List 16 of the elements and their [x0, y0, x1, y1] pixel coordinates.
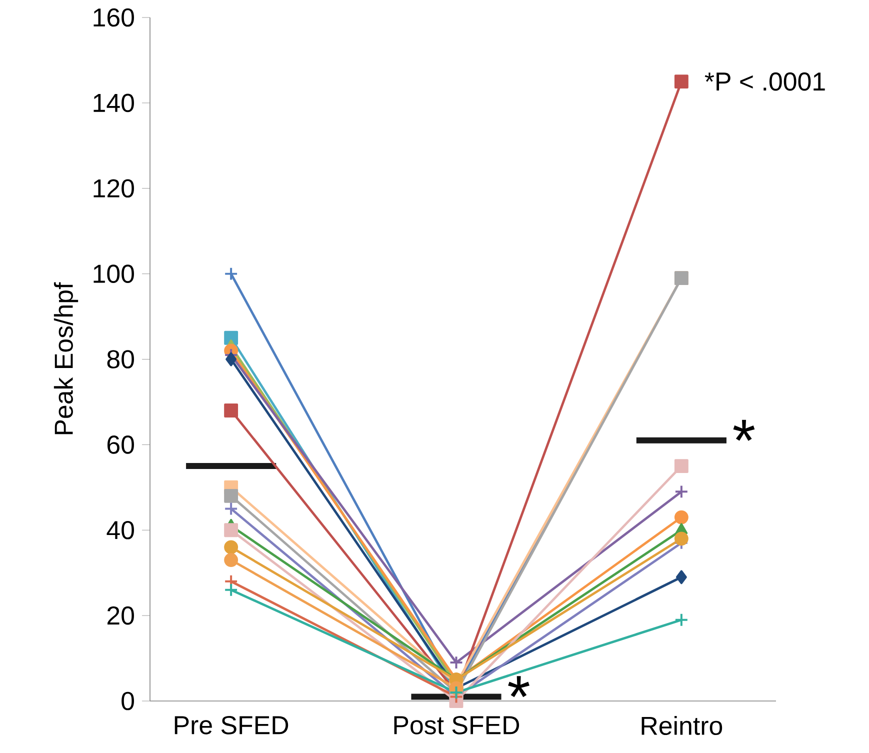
y-tick-label: 20: [107, 606, 134, 625]
y-axis-title: Peak Eos/hpf: [54, 282, 78, 434]
y-tick-label: 140: [94, 94, 134, 112]
annotation: *: [733, 420, 755, 441]
y-tick-label: 100: [94, 264, 134, 283]
y-tick-label: 160: [94, 8, 134, 27]
y-tick-label: 0: [122, 692, 134, 710]
y-tick-label: 40: [106, 520, 134, 540]
y-tick-label: 80: [107, 350, 134, 368]
x-tick-label: Reintro: [642, 716, 722, 736]
y-tick-label: 120: [94, 179, 134, 198]
y-tick-label: 60: [107, 436, 134, 454]
x-tick-label: Post SFED: [394, 716, 520, 734]
x-tick-label: Pre SFED: [174, 716, 288, 734]
annotation: *P < .0001: [704, 72, 825, 91]
annotation: *: [508, 676, 530, 698]
